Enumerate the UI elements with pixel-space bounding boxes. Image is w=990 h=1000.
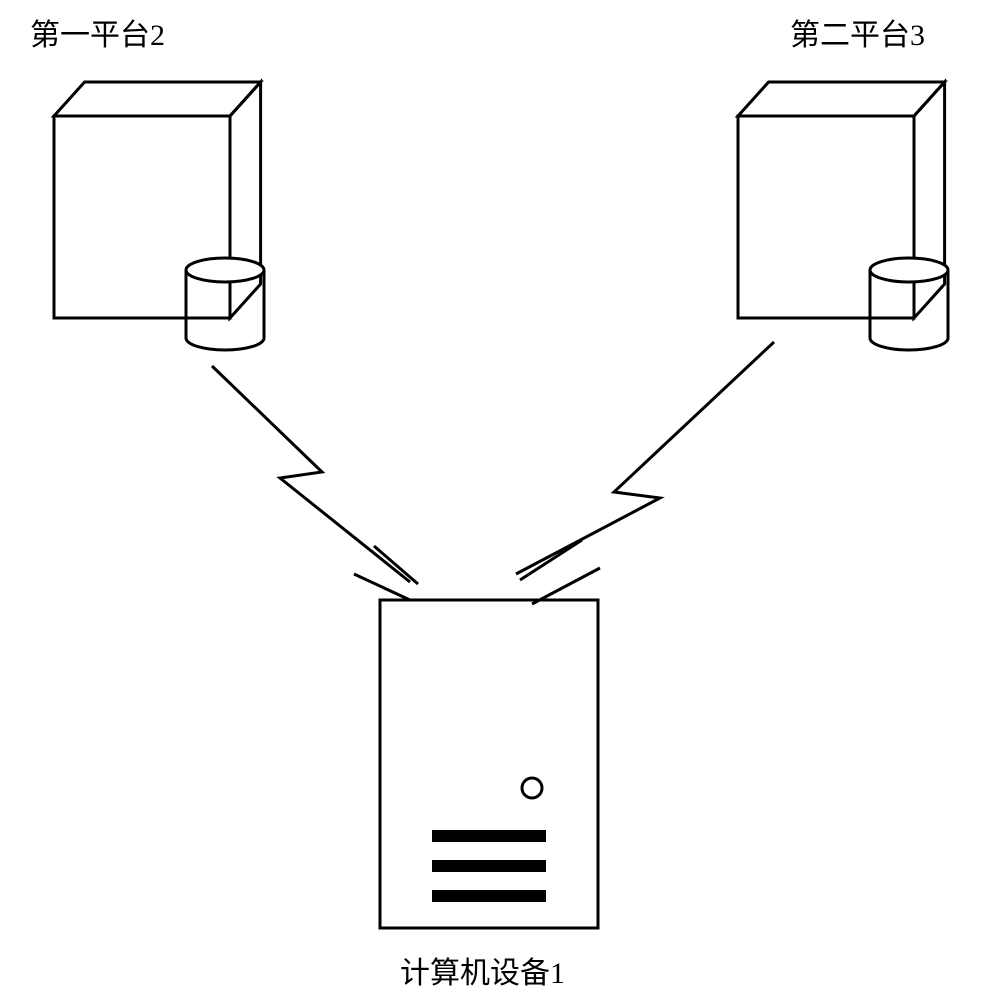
platform2-cylinder [870, 258, 948, 350]
platform1-node [54, 82, 264, 350]
edge-right [516, 342, 774, 604]
platform1-cylinder [186, 258, 264, 350]
computer-label: 计算机设备1 [400, 948, 565, 992]
platform2-node [738, 82, 948, 350]
edge-left [212, 366, 418, 600]
platform1-label: 第一平台2 [30, 10, 165, 54]
computer-node [380, 600, 598, 928]
platform2-label: 第二平台3 [790, 10, 925, 54]
diagram-canvas [0, 0, 990, 1000]
